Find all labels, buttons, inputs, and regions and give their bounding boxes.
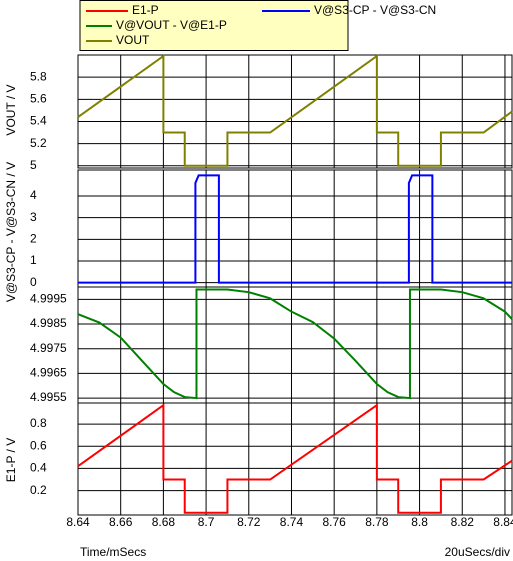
y-tick-label: 2 [30, 232, 37, 246]
x-axis-label: Time/mSecs [80, 545, 146, 559]
y-tick-label: 5.8 [30, 69, 47, 83]
series-line [77, 403, 513, 514]
y-tick-label: 0.4 [30, 461, 47, 475]
x-tick-label: 8.68 [152, 515, 176, 529]
x-tick-label: 8.7 [198, 515, 215, 529]
y-tick-label: 0.8 [30, 416, 47, 430]
legend-box [79, 0, 349, 51]
series-line [78, 174, 512, 284]
y-tick-label: 5.6 [30, 91, 47, 105]
y-tick-label: 4 [30, 188, 37, 202]
y-tick-label: 0.6 [30, 438, 47, 452]
annotation: 20uSecs/div [445, 545, 510, 559]
legend-label: V@S3-CP - V@S3-CN [314, 3, 436, 17]
y-tick-label: 5.4 [30, 114, 47, 128]
x-tick-label: 8.72 [237, 515, 261, 529]
y-tick-label: 4.9965 [30, 366, 67, 380]
x-tick-label: 8.76 [322, 515, 346, 529]
y-tick-label: 0 [30, 275, 37, 289]
x-tick-label: 8.82 [451, 515, 475, 529]
x-tick-label: 8.74 [280, 515, 304, 529]
legend-label: E1-P [132, 3, 159, 17]
y-axis-label: E1-P / V [4, 438, 18, 482]
y-tick-label: 4.9975 [30, 341, 67, 355]
x-tick-label: 8.8 [411, 515, 428, 529]
panel-frame [77, 54, 513, 169]
y-tick-label: 4.9985 [30, 316, 67, 330]
x-tick-label: 8.78 [365, 515, 389, 529]
y-tick-label: 5.2 [30, 136, 47, 150]
y-tick-label: 4.9995 [30, 292, 67, 306]
legend-label: VOUT [116, 33, 150, 47]
x-tick-label: 8.64 [66, 515, 90, 529]
x-tick-label: 8.84 [493, 515, 513, 529]
y-tick-label: 0.2 [30, 483, 47, 497]
y-tick-label: 1 [30, 253, 37, 267]
series-line [77, 288, 513, 400]
y-tick-label: 4.9955 [30, 390, 67, 404]
panel-frame [77, 286, 513, 404]
x-tick-label: 8.66 [109, 515, 133, 529]
y-tick-label: 3 [30, 210, 37, 224]
y-axis-label: V@S3-CP - V@S3-CN / V [4, 162, 18, 302]
series-line [77, 54, 513, 167]
panel-frame [77, 169, 513, 288]
y-axis-label: VOUT / V [4, 84, 18, 135]
legend-label: V@VOUT - V@E1-P [116, 18, 227, 32]
y-tick-label: 5 [30, 158, 37, 172]
